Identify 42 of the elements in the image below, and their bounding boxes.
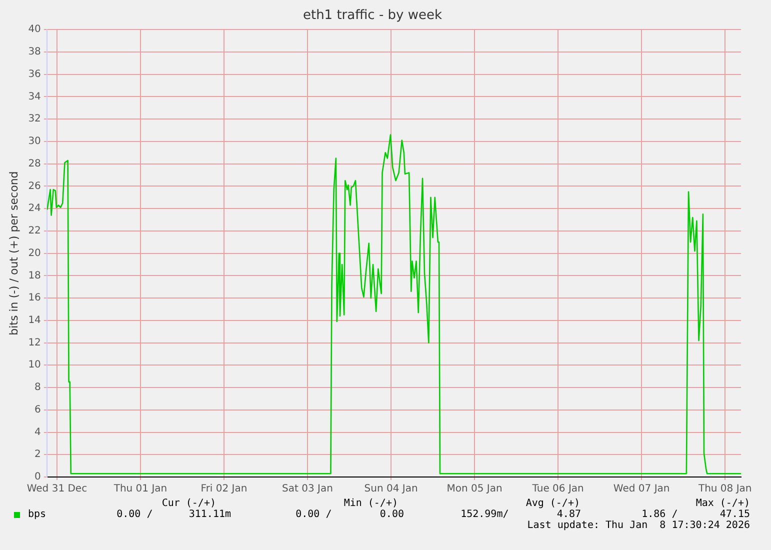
text: Last update: Thu Jan 8 17:30:24 2026 [527, 520, 750, 531]
y-tick-label: 12 [28, 337, 41, 348]
x-tick-label: Wed 31 Dec [26, 484, 88, 495]
x-tick-label: Tue 06 Jan [531, 484, 584, 495]
y-tick-label: 22 [28, 226, 41, 237]
text: 0.00 / 311.11m [116, 509, 231, 520]
text: Max (-/+) [696, 498, 750, 509]
y-tick-label: 34 [28, 91, 41, 102]
y-tick-label: 0 [34, 472, 41, 483]
x-tick-label: Fri 02 Jan [200, 484, 248, 495]
y-tick-label: 2 [34, 449, 41, 460]
x-tick-label: Thu 08 Jan [697, 484, 752, 495]
y-tick-label: 24 [28, 203, 41, 214]
text: Cur (-/+) [162, 498, 216, 509]
text: 152.99m/ 4.87 [460, 509, 581, 520]
x-tick-label: Thu 01 Jan [112, 484, 168, 495]
x-tick-label: Mon 05 Jan [446, 484, 502, 495]
text: 1.86 / 47.15 [642, 509, 750, 520]
y-tick-label: 10 [28, 360, 41, 371]
x-tick-label: Sat 03 Jan [282, 484, 333, 495]
y-tick-label: 40 [28, 24, 41, 36]
text: 0.00 / 0.00 [296, 509, 404, 520]
y-tick-label: 4 [34, 426, 41, 438]
text: Min (-/+) [344, 498, 398, 509]
y-tick-label: 28 [28, 158, 41, 170]
y-tick-label: 16 [28, 292, 41, 304]
y-tick-label: 14 [28, 315, 41, 326]
x-tick-label: Wed 07 Jan [613, 484, 670, 495]
chart-title: eth1 traffic - by week [302, 8, 442, 24]
text: Avg (-/+) [526, 498, 580, 509]
y-tick-label: 38 [28, 46, 41, 58]
y-tick-label: 32 [28, 114, 41, 125]
y-tick-label: 20 [28, 248, 41, 259]
y-tick-label: 6 [34, 404, 41, 416]
y-tick-label: 18 [28, 270, 41, 282]
x-tick-label: Sun 04 Jan [364, 484, 418, 495]
y-tick-label: 8 [34, 382, 41, 394]
y-tick-label: 30 [28, 136, 41, 148]
y-tick-label: 36 [28, 68, 41, 80]
y-tick-label: 26 [28, 180, 41, 192]
legend-label: bps [28, 509, 46, 520]
y-axis-title: bits in (-) / out (+) per second [7, 171, 20, 336]
